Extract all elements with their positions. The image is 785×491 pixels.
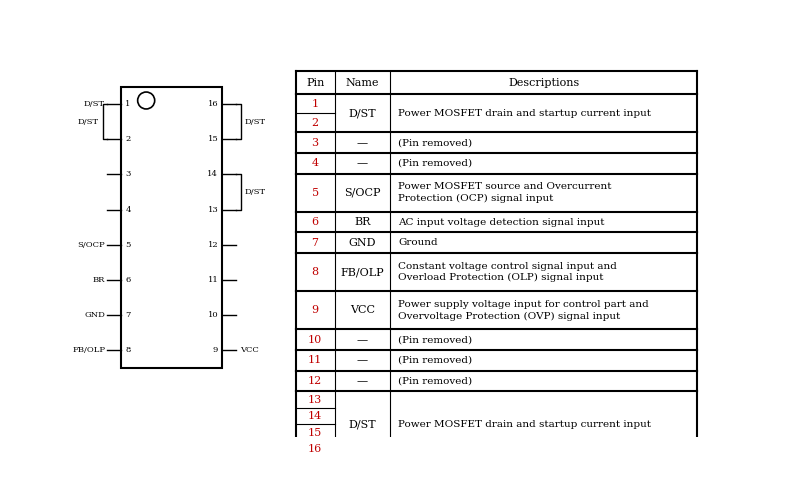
Text: —: —	[357, 335, 368, 345]
Text: 5: 5	[126, 241, 130, 249]
Text: 3: 3	[312, 138, 319, 148]
Text: 3: 3	[126, 170, 130, 178]
Text: AC input voltage detection signal input: AC input voltage detection signal input	[398, 218, 604, 227]
Text: 12: 12	[308, 376, 323, 386]
Text: GND: GND	[84, 311, 105, 319]
Text: 16: 16	[308, 444, 323, 454]
Text: —: —	[357, 376, 368, 386]
Bar	[122, 86, 222, 368]
Text: Descriptions: Descriptions	[508, 78, 579, 88]
Text: 16: 16	[207, 100, 218, 108]
Text: 13: 13	[207, 206, 218, 214]
Text: 5: 5	[312, 188, 319, 198]
Text: (Pin removed): (Pin removed)	[398, 159, 472, 168]
Text: S/OCP: S/OCP	[78, 241, 105, 249]
Text: FB/OLP: FB/OLP	[72, 346, 105, 354]
Text: 14: 14	[308, 411, 323, 421]
Text: (Pin removed): (Pin removed)	[398, 138, 472, 147]
Text: —: —	[357, 138, 368, 148]
Text: 8: 8	[312, 267, 319, 277]
Text: Pin: Pin	[306, 78, 324, 88]
Text: 12: 12	[207, 241, 218, 249]
Text: BR: BR	[93, 276, 105, 284]
Text: 15: 15	[308, 428, 323, 437]
Text: 2: 2	[312, 118, 319, 128]
Text: VCC: VCC	[350, 305, 375, 315]
Text: (Pin removed): (Pin removed)	[398, 377, 472, 385]
Text: S/OCP: S/OCP	[344, 188, 381, 198]
Text: (Pin removed): (Pin removed)	[398, 335, 472, 344]
Circle shape	[137, 92, 155, 109]
Text: 11: 11	[207, 276, 218, 284]
Text: 11: 11	[308, 355, 323, 365]
Text: D/ST: D/ST	[349, 109, 376, 118]
Text: —: —	[357, 355, 368, 365]
Text: —: —	[357, 159, 368, 168]
Text: Name: Name	[345, 78, 379, 88]
Text: 2: 2	[126, 136, 130, 143]
Text: 13: 13	[308, 395, 323, 405]
Text: 4: 4	[126, 206, 131, 214]
Text: 10: 10	[207, 311, 218, 319]
Text: (Pin removed): (Pin removed)	[398, 356, 472, 365]
Text: 6: 6	[126, 276, 130, 284]
Text: D/ST: D/ST	[245, 118, 266, 126]
Text: D/ST: D/ST	[245, 188, 266, 196]
Text: 4: 4	[312, 159, 319, 168]
Bar	[296, 71, 697, 94]
Text: 15: 15	[207, 136, 218, 143]
Text: Ground: Ground	[398, 238, 438, 247]
Text: Constant voltage control signal input and
Overload Protection (OLP) signal input: Constant voltage control signal input an…	[398, 262, 617, 282]
Text: D/ST: D/ST	[78, 118, 99, 126]
Text: BR: BR	[354, 217, 371, 227]
Text: 6: 6	[312, 217, 319, 227]
Text: 9: 9	[213, 346, 218, 354]
Text: 10: 10	[308, 335, 323, 345]
Text: GND: GND	[349, 238, 376, 248]
Text: FB/OLP: FB/OLP	[341, 267, 384, 277]
Text: Power MOSFET drain and startup current input: Power MOSFET drain and startup current i…	[398, 420, 651, 429]
Text: 7: 7	[126, 311, 130, 319]
Text: 7: 7	[312, 238, 319, 248]
Text: D/ST: D/ST	[349, 419, 376, 429]
Text: 14: 14	[207, 170, 218, 178]
Text: D/ST: D/ST	[84, 100, 105, 108]
Text: Power supply voltage input for control part and
Overvoltage Protection (OVP) sig: Power supply voltage input for control p…	[398, 300, 648, 321]
Text: 8: 8	[126, 346, 130, 354]
Text: 9: 9	[312, 305, 319, 315]
Text: 1: 1	[312, 99, 319, 109]
Text: Power MOSFET source and Overcurrent
Protection (OCP) signal input: Power MOSFET source and Overcurrent Prot…	[398, 183, 612, 203]
Text: 1: 1	[126, 100, 130, 108]
Text: Power MOSFET drain and startup current input: Power MOSFET drain and startup current i…	[398, 109, 651, 118]
Text: VCC: VCC	[240, 346, 259, 354]
